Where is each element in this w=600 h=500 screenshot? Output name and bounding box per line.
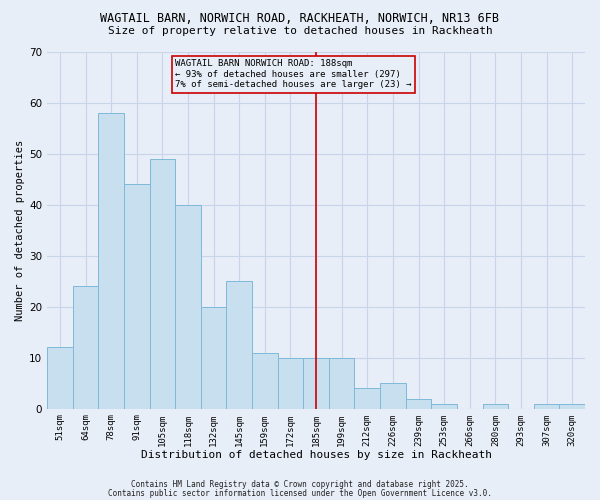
Text: Contains HM Land Registry data © Crown copyright and database right 2025.: Contains HM Land Registry data © Crown c… [131, 480, 469, 489]
Bar [47, 348, 73, 408]
Bar [482, 404, 508, 408]
Bar [431, 404, 457, 408]
X-axis label: Distribution of detached houses by size in Rackheath: Distribution of detached houses by size … [140, 450, 491, 460]
Bar [98, 112, 124, 408]
Bar [534, 404, 559, 408]
Bar [73, 286, 98, 408]
Bar [380, 383, 406, 408]
Bar [559, 404, 585, 408]
Bar [252, 352, 278, 408]
Y-axis label: Number of detached properties: Number of detached properties [15, 140, 25, 320]
Bar [355, 388, 380, 408]
Text: WAGTAIL BARN, NORWICH ROAD, RACKHEATH, NORWICH, NR13 6FB: WAGTAIL BARN, NORWICH ROAD, RACKHEATH, N… [101, 12, 499, 26]
Bar [303, 358, 329, 408]
Text: WAGTAIL BARN NORWICH ROAD: 188sqm
← 93% of detached houses are smaller (297)
7% : WAGTAIL BARN NORWICH ROAD: 188sqm ← 93% … [175, 59, 412, 89]
Bar [124, 184, 149, 408]
Text: Size of property relative to detached houses in Rackheath: Size of property relative to detached ho… [107, 26, 493, 36]
Text: Contains public sector information licensed under the Open Government Licence v3: Contains public sector information licen… [108, 488, 492, 498]
Bar [406, 398, 431, 408]
Bar [149, 158, 175, 408]
Bar [175, 204, 201, 408]
Bar [201, 306, 226, 408]
Bar [226, 281, 252, 408]
Bar [278, 358, 303, 408]
Bar [329, 358, 355, 408]
